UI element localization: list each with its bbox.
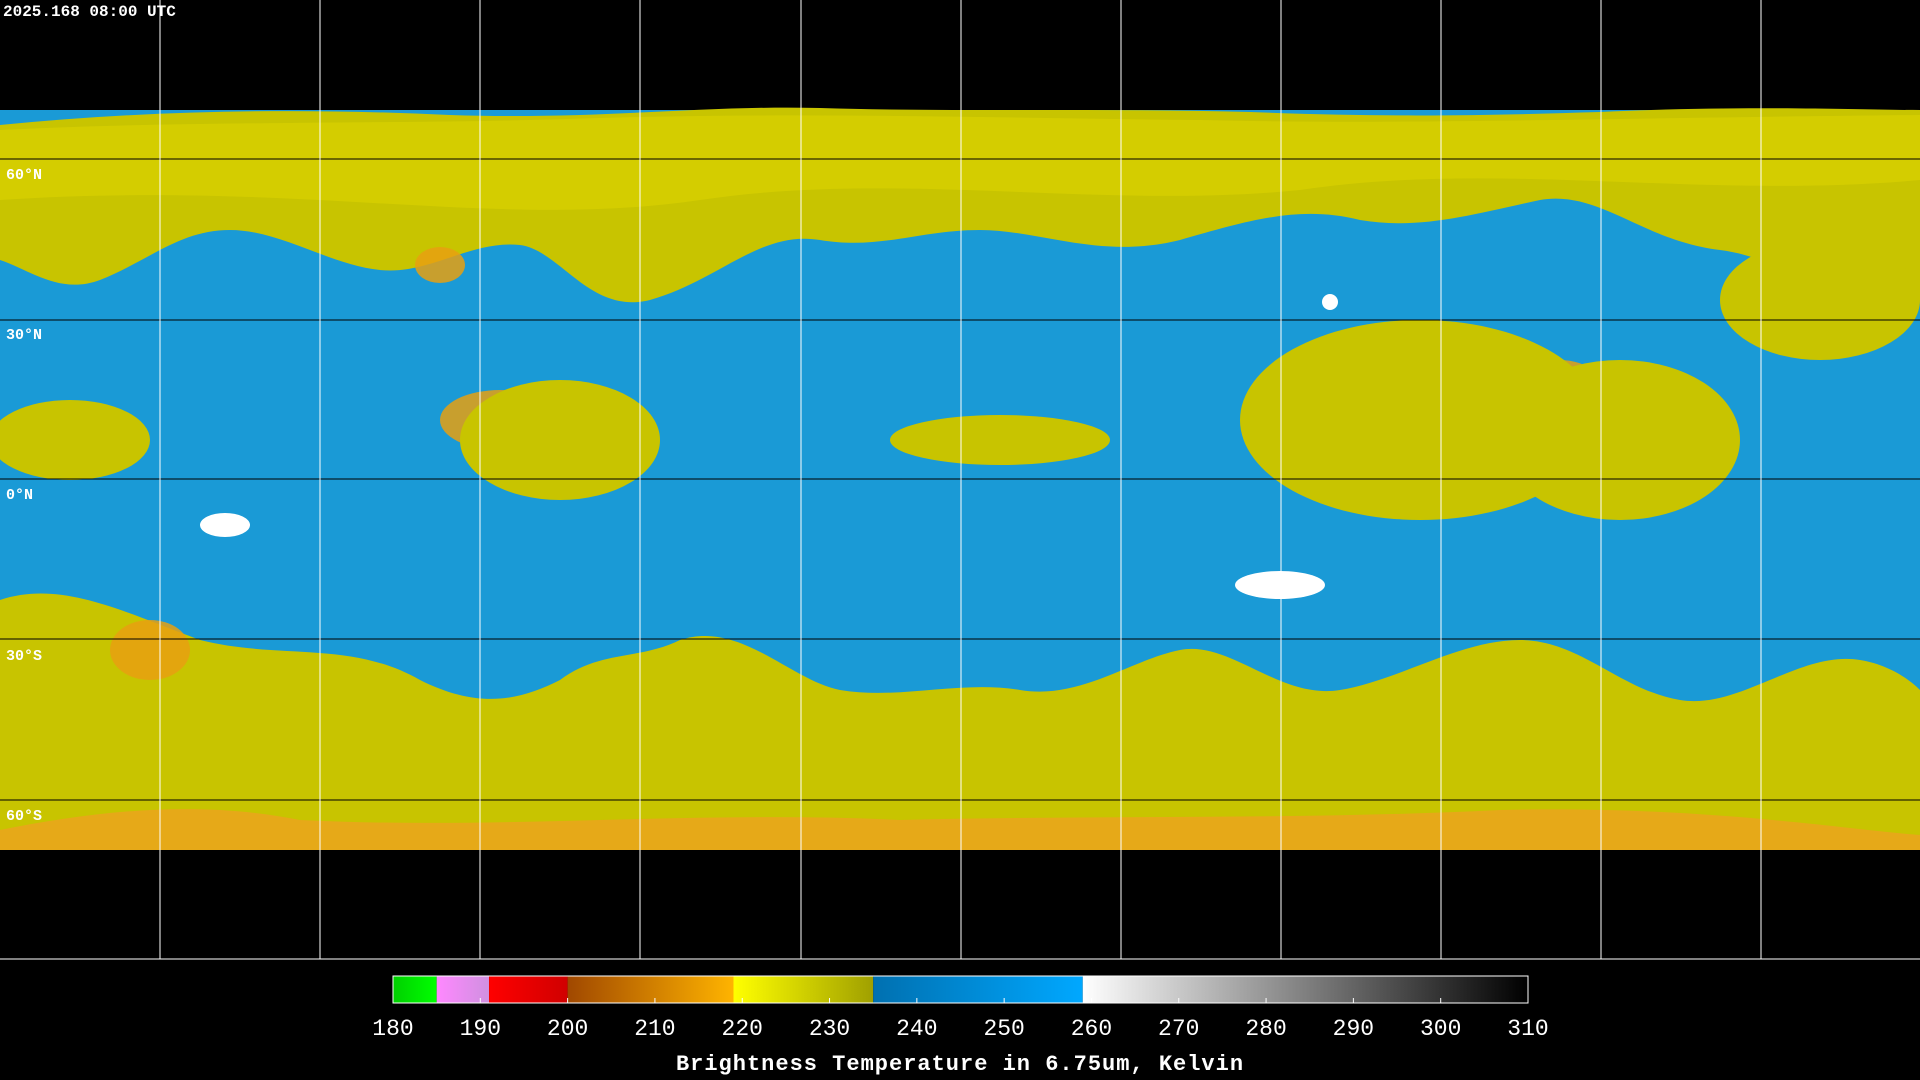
patch	[1720, 240, 1920, 360]
colorbar-tick-label: 210	[634, 1016, 675, 1042]
longitude-lines	[159, 0, 1762, 959]
colorbar-segment	[733, 976, 874, 1003]
colorbar-segment	[567, 976, 734, 1003]
spot	[200, 513, 250, 537]
dry-patches	[0, 240, 1920, 520]
colorbar: 180 190 200 210 220 230 240 250 260 270 280 290 300 3…	[372, 975, 1549, 1042]
colorbar-segment	[1082, 976, 1528, 1003]
colorbar-tick-label: 190	[460, 1016, 501, 1042]
colorbar-segment	[873, 976, 1083, 1003]
timestamp: 2025.168 08:00 UTC	[3, 3, 176, 21]
colorbar-segment	[489, 976, 568, 1003]
patch	[0, 400, 150, 480]
patch	[890, 415, 1110, 465]
cell	[110, 620, 190, 680]
lat-label: 60°S	[6, 808, 42, 825]
colorbar-tick-label: 310	[1507, 1016, 1548, 1042]
colorbar-tick-label: 260	[1071, 1016, 1112, 1042]
colorbar-tick-label: 250	[983, 1016, 1024, 1042]
colorbar-tick-label: 230	[809, 1016, 850, 1042]
spot	[1322, 294, 1338, 310]
colorbar-segment	[436, 976, 490, 1003]
colorbar-segment	[393, 976, 437, 1003]
cell	[415, 247, 465, 283]
patch	[460, 380, 660, 500]
colorbar-title: Brightness Temperature in 6.75um, Kelvin	[676, 1052, 1244, 1077]
colorbar-tick-label: 280	[1245, 1016, 1286, 1042]
colorbar-tick-label: 200	[547, 1016, 588, 1042]
very-dry-spots	[200, 294, 1338, 599]
patch	[1500, 360, 1740, 520]
lat-label: 0°N	[6, 487, 33, 504]
lat-label: 60°N	[6, 167, 42, 184]
colorbar-tick-label: 270	[1158, 1016, 1199, 1042]
colorbar-tick-label: 240	[896, 1016, 937, 1042]
colorbar-tick-label: 180	[372, 1016, 413, 1042]
spot	[1235, 571, 1325, 599]
colorbar-frame	[392, 975, 1529, 1004]
colorbar-tick-label: 220	[722, 1016, 763, 1042]
lat-label: 30°N	[6, 327, 42, 344]
colorbar-tick-label: 290	[1333, 1016, 1374, 1042]
lat-label: 30°S	[6, 648, 42, 665]
colorbar-tick-label: 300	[1420, 1016, 1461, 1042]
